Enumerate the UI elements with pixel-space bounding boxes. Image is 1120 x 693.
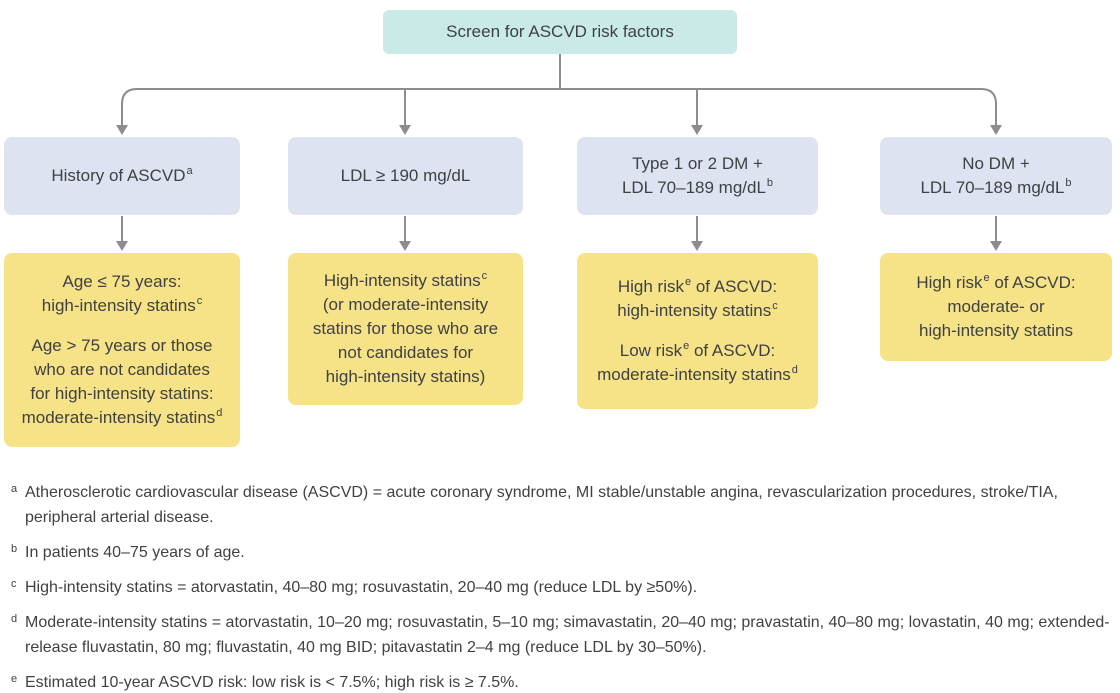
footnote-marker: a	[11, 483, 18, 495]
footnote-marker: c	[11, 578, 17, 590]
arrowheads	[116, 125, 1002, 251]
outcome-node-ldl-190: High-intensity statinsc (or moderate-inte…	[288, 253, 523, 405]
footnotes: a Atherosclerotic cardiovascular disease…	[10, 480, 1112, 693]
flow-connector-arrows	[116, 54, 1002, 251]
outcome-node-no-dm-ldl-70-189: High riske of ASCVD: moderate- or high-int…	[880, 253, 1112, 361]
outcome-node-history-ascvd: Age ≤ 75 years: high-intensity statinsc Ag…	[4, 253, 240, 447]
branch-rail	[121, 88, 997, 105]
footnote-marker: b	[11, 543, 18, 555]
footnote-a: a Atherosclerotic cardiovascular disease…	[10, 480, 1112, 530]
condition-node-history-ascvd: History of ASCVDa	[4, 137, 240, 215]
footnote-text: Moderate-intensity statins = atorvastati…	[25, 614, 1110, 656]
footnote-marker: e	[11, 673, 18, 685]
footnote-text: Estimated 10-year ASCVD risk: low risk i…	[25, 674, 519, 691]
footnote-text: Atherosclerotic cardiovascular disease (…	[25, 484, 1058, 526]
footnote-text: In patients 40–75 years of age.	[25, 544, 245, 561]
condition-node-ldl-190: LDL ≥ 190 mg/dL	[288, 137, 523, 215]
footnote-text: High-intensity statins = atorvastatin, 4…	[25, 579, 698, 596]
condition-node-dm-ldl-70-189: Type 1 or 2 DM + LDL 70–189 mg/dLb	[577, 137, 818, 215]
footnote-c: c High-intensity statins = atorvastatin,…	[10, 575, 1112, 600]
footnote-e: e Estimated 10-year ASCVD risk: low risk…	[10, 670, 1112, 693]
footnote-b: b In patients 40–75 years of age.	[10, 540, 1112, 565]
footnote-marker: d	[11, 613, 18, 625]
outcome-node-dm-ldl-70-189: High riske of ASCVD: high-intensity stati…	[577, 253, 818, 409]
footnote-d: d Moderate-intensity statins = atorvasta…	[10, 610, 1112, 660]
root-node-screen-ascvd: Screen for ASCVD risk factors	[383, 10, 737, 54]
condition-node-no-dm-ldl-70-189: No DM + LDL 70–189 mg/dLb	[880, 137, 1112, 215]
